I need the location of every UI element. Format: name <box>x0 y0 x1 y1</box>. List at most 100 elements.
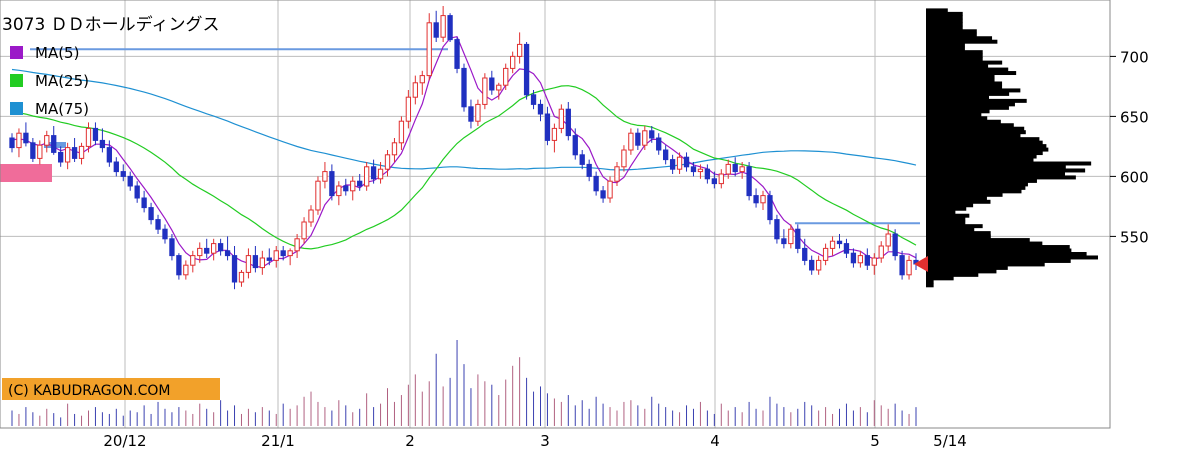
profile-bar <box>926 158 1034 163</box>
candle-body <box>510 55 516 69</box>
candle-body <box>273 250 279 261</box>
profile-bar <box>926 161 1092 166</box>
candle-body <box>683 156 690 168</box>
candle-body <box>169 238 175 257</box>
profile-bar <box>926 279 934 284</box>
ma5-swatch <box>10 46 23 59</box>
candle-body <box>92 127 99 141</box>
profile-bar <box>926 245 1070 250</box>
candle-body <box>127 175 133 187</box>
x-tick-label: 21/1 <box>261 432 295 450</box>
profile-bar <box>926 171 1065 176</box>
legend-ma25: MA(25) <box>35 72 89 90</box>
candle-body <box>718 173 724 185</box>
candle-body <box>44 135 50 146</box>
y-tick-label: 600 <box>1120 168 1149 186</box>
candle-body <box>565 108 571 137</box>
profile-bar <box>926 234 991 239</box>
candle-body <box>704 168 711 180</box>
candle-body <box>669 159 676 170</box>
profile-bar <box>926 227 975 232</box>
profile-bar <box>926 29 977 34</box>
candle-body <box>370 166 377 180</box>
candle-body <box>51 135 57 153</box>
candle-body <box>412 82 418 98</box>
candle-body <box>579 154 585 165</box>
profile-bar <box>926 168 1086 173</box>
candle-body <box>301 221 307 240</box>
candle-body <box>725 163 731 175</box>
volume-profile-layer <box>914 8 1098 288</box>
price-band <box>0 164 52 182</box>
candle-body <box>614 166 620 182</box>
candle-body <box>287 250 293 257</box>
profile-bar <box>926 39 998 44</box>
candle-body <box>649 130 655 139</box>
candle-body <box>523 43 530 96</box>
candle-body <box>795 228 801 249</box>
axes-layer: 550 600 650 700 20/12 21/1 2 3 4 5 5/14 <box>0 0 1149 450</box>
profile-bar <box>926 71 1017 76</box>
candle-body <box>711 178 717 185</box>
y-tick-label: 700 <box>1120 48 1149 66</box>
profile-bar <box>926 74 995 79</box>
candle-body <box>482 77 488 105</box>
candle-body <box>503 67 509 86</box>
candle-body <box>155 219 161 230</box>
profile-bar <box>926 265 1008 270</box>
candle-body <box>357 180 363 187</box>
candle-body <box>350 180 356 192</box>
candle-body <box>815 259 822 271</box>
ma25-swatch <box>10 74 23 87</box>
candle-body <box>176 255 182 276</box>
profile-bar <box>926 238 1030 243</box>
candle-body <box>600 190 606 199</box>
candle-body <box>384 154 391 170</box>
candle-body <box>197 247 203 257</box>
profile-bar <box>926 11 963 16</box>
volume-layer <box>11 340 917 426</box>
profile-bar <box>926 78 995 82</box>
profile-bar <box>926 178 1037 183</box>
profile-bar <box>926 22 963 27</box>
profile-bar <box>926 46 965 51</box>
y-tick-label: 550 <box>1120 228 1149 246</box>
candle-body <box>37 144 43 159</box>
candle-body <box>635 132 641 146</box>
candle-body <box>113 161 119 173</box>
profile-bar <box>926 81 1003 86</box>
profile-bar <box>926 231 991 236</box>
profile-bar <box>926 67 1009 72</box>
profile-bar <box>926 25 963 30</box>
copyright-badge <box>2 378 220 400</box>
profile-bar <box>926 91 1010 96</box>
profile-bar <box>926 15 963 20</box>
candle-body <box>829 240 836 249</box>
moving-average-layer <box>11 36 917 268</box>
candle-body <box>628 132 634 151</box>
candle-body <box>329 171 335 197</box>
profile-bar <box>926 276 954 281</box>
candle-body <box>586 163 592 177</box>
candle-body <box>537 103 544 115</box>
legend-ma75: MA(75) <box>35 100 89 118</box>
profile-bar <box>926 206 967 211</box>
profile-bar <box>926 224 983 229</box>
ma5-line <box>11 36 917 268</box>
candle-body <box>9 137 15 149</box>
candle-body <box>892 233 898 257</box>
candle-body <box>864 255 870 266</box>
profile-bar <box>926 220 966 225</box>
candle-body <box>259 257 265 269</box>
candle-body <box>760 195 766 204</box>
profile-bar <box>926 137 1040 142</box>
x-tick-label: 4 <box>710 432 720 450</box>
candle-body <box>16 132 22 149</box>
candle-body <box>871 257 877 266</box>
candle-body <box>663 149 669 161</box>
candle-body <box>58 151 64 163</box>
candle-body <box>217 243 224 252</box>
chart-title: 3073 ＤＤホールディングス <box>2 14 219 35</box>
ma25-line <box>11 85 917 250</box>
candle-body <box>551 127 558 141</box>
